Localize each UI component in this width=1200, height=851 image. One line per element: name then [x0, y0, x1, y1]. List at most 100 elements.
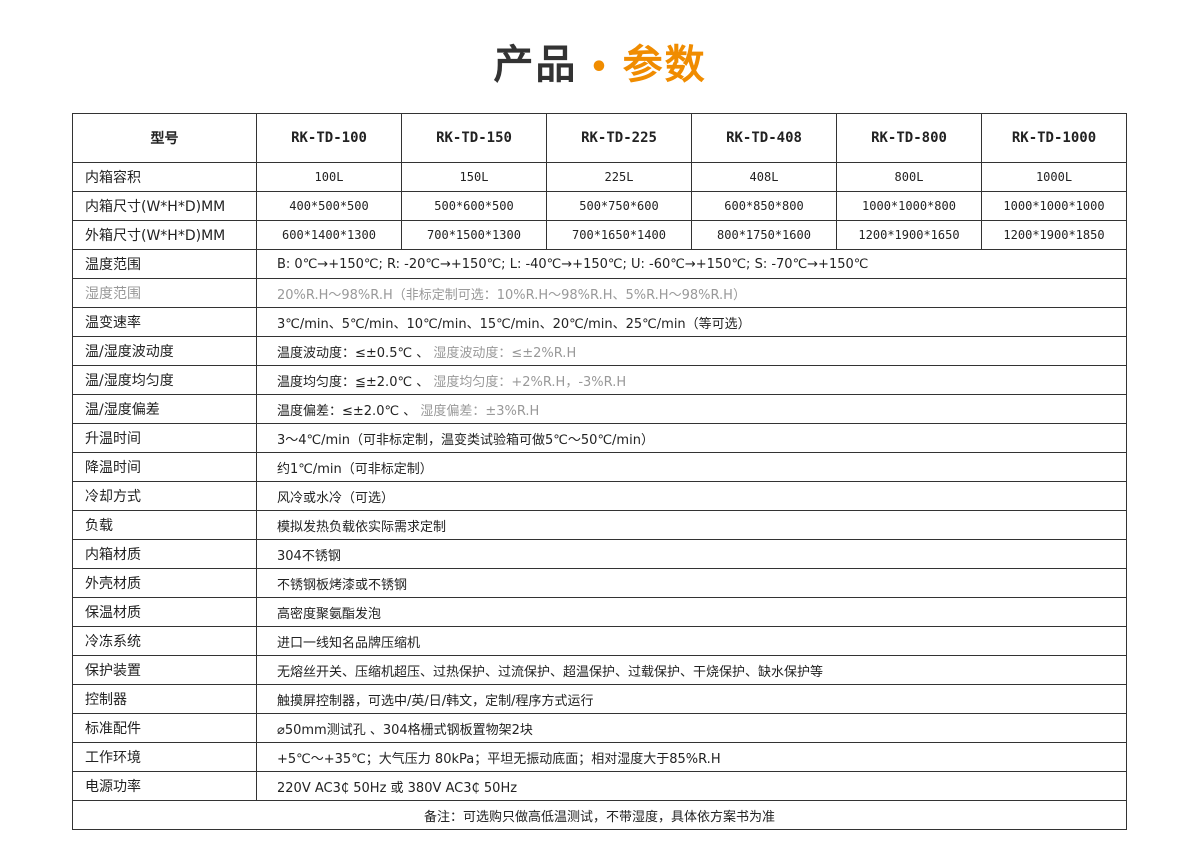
value-text: 触摸屏控制器，可选中/英/日/韩文，定制/程序方式运行 — [277, 693, 594, 709]
row-value: 220V AC3₵ 50Hz 或 380V AC3₵ 50Hz — [256, 771, 1127, 801]
row-value: 304不锈钢 — [256, 539, 1127, 569]
row-label: 外壳材质 — [72, 568, 257, 598]
table-row: 降温时间 约1℃/min（可非标定制） — [72, 452, 1127, 482]
table-row: 温/湿度波动度 温度波动度：≤±0.5℃ 、 湿度波动度：≤±2%R.H — [72, 336, 1127, 366]
cell-value: 800L — [836, 162, 982, 192]
cell-value: 800*1750*1600 — [691, 220, 837, 250]
cell-value: 700*1500*1300 — [401, 220, 547, 250]
table-row: 外壳材质 不锈钢板烤漆或不锈钢 — [72, 568, 1127, 598]
row-label: 温变速率 — [72, 307, 257, 337]
cell-value: 500*600*500 — [401, 191, 547, 221]
value-text: 20%R.H～98%R.H（非标定制可选：10%R.H～98%R.H、5%R.H… — [277, 287, 746, 303]
value-text: 约1℃/min（可非标定制） — [277, 461, 433, 477]
value-text: 不锈钢板烤漆或不锈钢 — [277, 577, 408, 593]
row-value: 3～4℃/min（可非标定制，温变类试验箱可做5℃～50℃/min） — [256, 423, 1127, 453]
spec-table: 型号 RK-TD-100 RK-TD-150 RK-TD-225 RK-TD-408 RK… — [72, 113, 1127, 830]
row-label: 温/湿度均匀度 — [72, 365, 257, 395]
cell-value: 1000L — [981, 162, 1127, 192]
table-row: 湿度范围 20%R.H～98%R.H（非标定制可选：10%R.H～98%R.H、5… — [72, 278, 1127, 308]
row-label: 温/湿度偏差 — [72, 394, 257, 424]
cell-value: 1000*1000*800 — [836, 191, 982, 221]
row-value: 高密度聚氨酯发泡 — [256, 597, 1127, 627]
table-row: 保温材质 高密度聚氨酯发泡 — [72, 597, 1127, 627]
row-value: 温度波动度：≤±0.5℃ 、 湿度波动度：≤±2%R.H — [256, 336, 1127, 366]
model-header: RK-TD-1000 — [981, 113, 1127, 163]
table-row: 内箱材质 304不锈钢 — [72, 539, 1127, 569]
table-row: 保护装置 无熔丝开关、压缩机超压、过热保护、过流保护、超温保护、过载保护、干烧保护… — [72, 655, 1127, 685]
model-header: RK-TD-100 — [256, 113, 402, 163]
page-title: 产品 • 参数 — [0, 32, 1200, 90]
value-text: 3℃/min、5℃/min、10℃/min、15℃/min、20℃/min、25… — [277, 316, 751, 332]
value-text: 304不锈钢 — [277, 548, 341, 564]
model-header: RK-TD-225 — [546, 113, 692, 163]
table-row: 控制器 触摸屏控制器，可选中/英/日/韩文，定制/程序方式运行 — [72, 684, 1127, 714]
table-row: 内箱尺寸(W*H*D)MM 400*500*500 500*600*500 500*7… — [72, 191, 1127, 221]
value-text: 温度波动度：≤±0.5℃ 、 — [277, 345, 434, 361]
cell-value: 600*1400*1300 — [256, 220, 402, 250]
value-text: B: 0℃→+150℃; R: -20℃→+150℃; L: -40℃→+150… — [277, 256, 869, 272]
value-text: 温度均匀度：≦±2.0℃ 、 — [277, 374, 434, 390]
title-dot: • — [589, 49, 611, 85]
row-label: 内箱容积 — [72, 162, 257, 192]
row-label: 冷冻系统 — [72, 626, 257, 656]
table-row: 温/湿度均匀度 温度均匀度：≦±2.0℃ 、 湿度均匀度：+2%R.H，-3%R.… — [72, 365, 1127, 395]
row-label: 湿度范围 — [72, 278, 257, 308]
header-label: 型号 — [72, 113, 257, 163]
row-label: 保护装置 — [72, 655, 257, 685]
table-row: 温度范围 B: 0℃→+150℃; R: -20℃→+150℃; L: -40℃→… — [72, 249, 1127, 279]
value-text: 湿度偏差：±3%R.H — [420, 403, 540, 419]
table-row: 冷却方式 风冷或水冷（可选） — [72, 481, 1127, 511]
value-text: 湿度波动度：≤±2%R.H — [433, 345, 577, 361]
cell-value: 225L — [546, 162, 692, 192]
row-value: ⌀50mm测试孔 、304格栅式钢板置物架2块 — [256, 713, 1127, 743]
row-label: 温/湿度波动度 — [72, 336, 257, 366]
row-label: 降温时间 — [72, 452, 257, 482]
model-header: RK-TD-800 — [836, 113, 982, 163]
table-row: 升温时间 3～4℃/min（可非标定制，温变类试验箱可做5℃～50℃/min） — [72, 423, 1127, 453]
value-text: +5℃～+35℃；大气压力 80kPa；平坦无振动底面；相对湿度大于85%R.H — [277, 751, 721, 767]
row-label: 保温材质 — [72, 597, 257, 627]
row-value: B: 0℃→+150℃; R: -20℃→+150℃; L: -40℃→+150… — [256, 249, 1127, 279]
table-row: 负载 模拟发热负载依实际需求定制 — [72, 510, 1127, 540]
row-label: 负载 — [72, 510, 257, 540]
value-text: 模拟发热负载依实际需求定制 — [277, 519, 447, 535]
cell-value: 1000*1000*1000 — [981, 191, 1127, 221]
table-row: 温变速率 3℃/min、5℃/min、10℃/min、15℃/min、20℃/mi… — [72, 307, 1127, 337]
table-row: 外箱尺寸(W*H*D)MM 600*1400*1300 700*1500*1300 7… — [72, 220, 1127, 250]
cell-value: 700*1650*1400 — [546, 220, 692, 250]
title-part1: 产品 — [493, 42, 578, 88]
row-label: 电源功率 — [72, 771, 257, 801]
note-text: 备注：可选购只做高低温测试，不带湿度，具体依方案书为准 — [72, 800, 1127, 830]
value-text: 风冷或水冷（可选） — [277, 490, 395, 506]
row-label: 内箱材质 — [72, 539, 257, 569]
row-label: 控制器 — [72, 684, 257, 714]
cell-value: 500*750*600 — [546, 191, 692, 221]
cell-value: 408L — [691, 162, 837, 192]
row-value: 无熔丝开关、压缩机超压、过热保护、过流保护、超温保护、过载保护、干烧保护、缺水保… — [256, 655, 1127, 685]
row-value: 温度偏差：≤±2.0℃ 、 湿度偏差：±3%R.H — [256, 394, 1127, 424]
row-value: 20%R.H～98%R.H（非标定制可选：10%R.H～98%R.H、5%R.H… — [256, 278, 1127, 308]
table-row: 电源功率 220V AC3₵ 50Hz 或 380V AC3₵ 50Hz — [72, 771, 1127, 801]
model-header: RK-TD-150 — [401, 113, 547, 163]
model-header: RK-TD-408 — [691, 113, 837, 163]
value-text: 3～4℃/min（可非标定制，温变类试验箱可做5℃～50℃/min） — [277, 432, 654, 448]
row-label: 标准配件 — [72, 713, 257, 743]
title-part2: 参数 — [622, 42, 707, 88]
cell-value: 100L — [256, 162, 402, 192]
value-text: 温度偏差：≤±2.0℃ 、 — [277, 403, 421, 419]
row-label: 内箱尺寸(W*H*D)MM — [72, 191, 257, 221]
row-value: 约1℃/min（可非标定制） — [256, 452, 1127, 482]
table-row: 工作环境 +5℃～+35℃；大气压力 80kPa；平坦无振动底面；相对湿度大于85… — [72, 742, 1127, 772]
row-label: 外箱尺寸(W*H*D)MM — [72, 220, 257, 250]
cell-value: 150L — [401, 162, 547, 192]
cell-value: 1200*1900*1850 — [981, 220, 1127, 250]
row-value: 风冷或水冷（可选） — [256, 481, 1127, 511]
row-label: 冷却方式 — [72, 481, 257, 511]
value-text: 无熔丝开关、压缩机超压、过热保护、过流保护、超温保护、过载保护、干烧保护、缺水保… — [277, 664, 824, 680]
table-row: 冷冻系统 进口一线知名品牌压缩机 — [72, 626, 1127, 656]
cell-value: 600*850*800 — [691, 191, 837, 221]
value-text: 湿度均匀度：+2%R.H，-3%R.H — [433, 374, 627, 390]
value-text: 220V AC3₵ 50Hz 或 380V AC3₵ 50Hz — [277, 780, 518, 796]
cell-value: 400*500*500 — [256, 191, 402, 221]
row-label: 升温时间 — [72, 423, 257, 453]
